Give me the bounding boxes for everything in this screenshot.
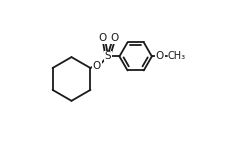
Text: O: O [155, 51, 164, 61]
Text: O: O [98, 33, 107, 43]
Text: O: O [93, 61, 101, 70]
Text: CH₃: CH₃ [168, 51, 186, 61]
Text: O: O [110, 33, 118, 43]
Text: S: S [105, 51, 112, 61]
